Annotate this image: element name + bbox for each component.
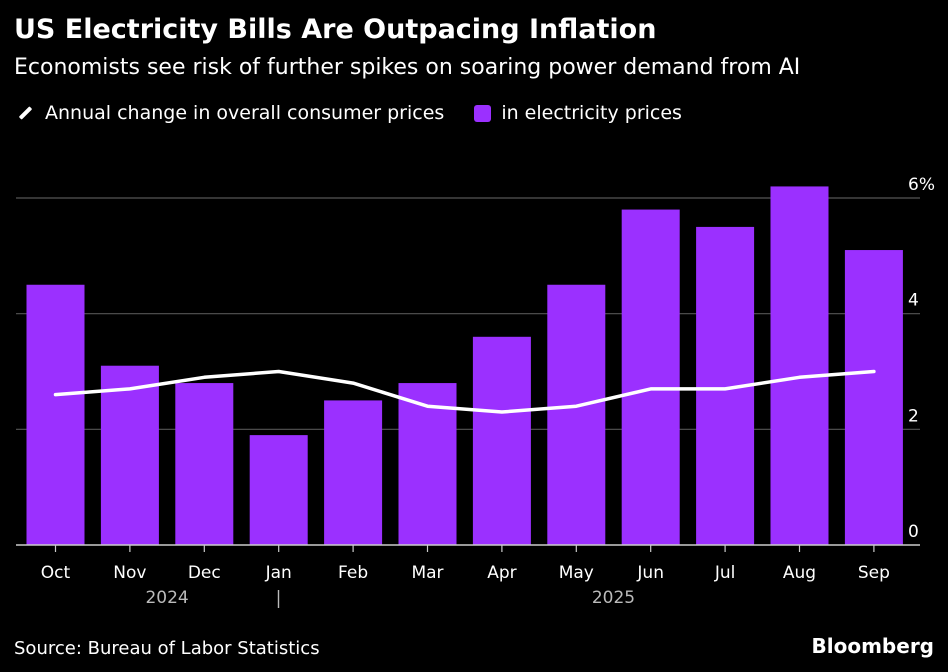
bar: [547, 284, 606, 545]
legend-item-consumer-prices: Annual change in overall consumer prices: [14, 102, 444, 124]
legend-swatch-icon: [474, 104, 492, 122]
y-tick-label: 0: [908, 522, 919, 542]
x-tick-label: Jan: [265, 563, 292, 583]
y-tick-label: 2: [908, 406, 919, 426]
x-tick-label: Oct: [41, 563, 71, 583]
bar: [472, 336, 531, 545]
x-tick-label: Mar: [411, 563, 443, 583]
chart-subtitle: Economists see risk of further spikes on…: [14, 55, 801, 80]
legend-item-electricity-prices: in electricity prices: [474, 102, 682, 124]
x-tick-label: May: [559, 563, 594, 583]
x-tick-label: Jun: [636, 563, 664, 583]
legend-label-consumer-prices: Annual change in overall consumer prices: [45, 102, 445, 124]
x-tick-label: Sep: [858, 563, 890, 583]
chart-title: US Electricity Bills Are Outpacing Infla…: [14, 14, 657, 45]
bar: [398, 383, 457, 545]
x-tick-label: Apr: [487, 563, 516, 583]
bar: [249, 435, 308, 545]
bar: [100, 365, 159, 545]
x-tick-label: Feb: [338, 563, 368, 583]
bar: [26, 284, 85, 545]
year-label: 2024: [145, 588, 188, 608]
legend: Annual change in overall consumer prices…: [14, 99, 712, 127]
legend-label-electricity-prices: in electricity prices: [501, 102, 682, 124]
y-tick-label: 4: [908, 291, 919, 311]
x-tick-label: Nov: [113, 563, 146, 583]
source-note: Source: Bureau of Labor Statistics: [14, 638, 320, 659]
bar: [324, 400, 383, 545]
x-tick-label: Aug: [783, 563, 816, 583]
year-label: 2025: [592, 588, 635, 608]
x-tick-label: Dec: [188, 563, 221, 583]
bar: [770, 186, 829, 545]
bar: [844, 250, 903, 546]
x-tick-label: Jul: [714, 563, 736, 583]
y-tick-label: 6%: [908, 175, 935, 195]
series-line-consumer-prices: [53, 369, 876, 414]
bar: [621, 209, 680, 546]
bar: [175, 383, 234, 545]
brand-logo: Bloomberg: [811, 634, 934, 658]
